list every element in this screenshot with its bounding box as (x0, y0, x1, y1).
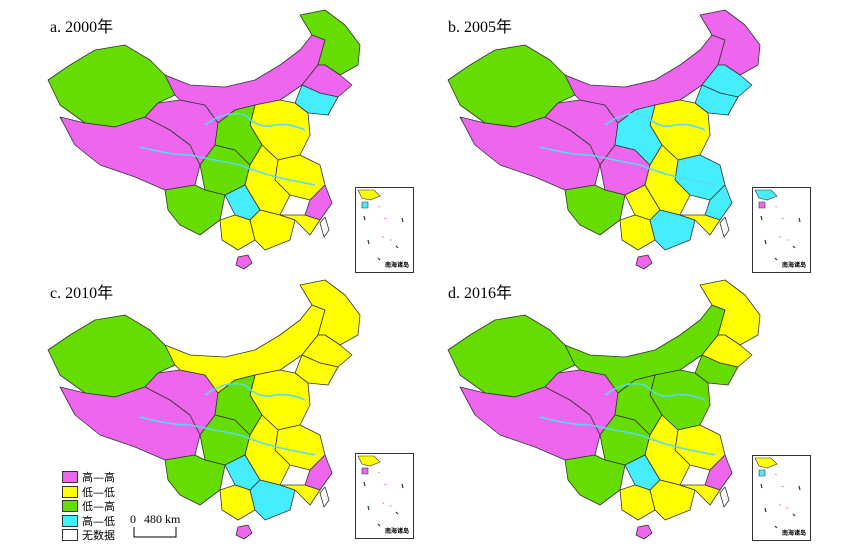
panel-title: b. 2005年 (448, 19, 513, 36)
map-panel-2000: a. 2000年 (40, 5, 440, 275)
legend-item-no-data: 无数据 (62, 528, 115, 543)
region-fujian (279, 484, 321, 506)
region-hainan (635, 254, 653, 270)
legend-swatch (62, 485, 78, 498)
inset-label: 南海诸岛 (384, 262, 409, 269)
legend-swatch (62, 471, 78, 484)
panel-title: d. 2016年 (448, 285, 513, 302)
legend-item-low-high: 低—高 (62, 499, 115, 514)
region-yunnan (164, 454, 226, 506)
legend-label: 低—低 (82, 485, 115, 499)
region-taiwan (319, 216, 330, 238)
legend-swatch (62, 529, 78, 542)
map-panel-2010: c. 2010年 (40, 275, 440, 545)
inset-label: 南海诸岛 (781, 530, 806, 537)
legend-label: 高—高 (82, 471, 115, 485)
legend-label: 无数据 (82, 529, 115, 543)
map-panel-2005: b. 2005年 (440, 5, 840, 275)
map-legend: 高—高 低—低 低—高 高—低 无数据 (62, 470, 115, 543)
legend-item-low-low: 低—低 (62, 485, 115, 500)
region-zhejiang (304, 454, 333, 491)
region-hainan (235, 524, 253, 540)
china-map-2000 (47, 9, 361, 270)
scale-bar: 0 480 km (130, 512, 210, 543)
region-fujian (279, 214, 321, 236)
region-zhejiang (304, 184, 333, 221)
region-yunnan (164, 184, 226, 236)
legend-swatch (62, 514, 78, 527)
region-yunnan (564, 454, 626, 506)
region-guangdong (249, 209, 296, 251)
region-taiwan (319, 486, 330, 508)
region-taiwan (719, 486, 730, 508)
legend-item-high-low: 高—低 (62, 514, 115, 529)
region-zhejiang (704, 184, 733, 221)
region-fujian (679, 484, 721, 506)
panel-title: c. 2010年 (50, 285, 114, 302)
legend-label: 高—低 (82, 514, 115, 528)
region-guangdong (249, 479, 296, 521)
south-china-sea-inset: 南海诸岛 (355, 453, 414, 539)
china-map-2010 (47, 279, 361, 540)
map-panel-2016: d. 2016年 (440, 275, 840, 545)
south-china-sea-inset: 南海诸岛 (355, 187, 414, 273)
south-china-sea-inset: 南海诸岛 (752, 455, 811, 541)
region-taiwan (719, 216, 730, 238)
region-yunnan (564, 184, 626, 236)
legend-swatch (62, 500, 78, 513)
china-map-2005 (447, 9, 761, 270)
legend-item-high-high: 高—高 (62, 470, 115, 485)
inset-label: 南海诸岛 (781, 262, 806, 269)
region-guangdong (649, 479, 696, 521)
region-guangdong (649, 209, 696, 251)
scale-distance: 480 km (144, 512, 181, 526)
legend-label: 低—高 (82, 500, 115, 514)
panel-title: a. 2000年 (50, 19, 114, 36)
region-hainan (635, 524, 653, 540)
scale-zero: 0 (130, 512, 136, 526)
south-china-sea-inset: 南海诸岛 (752, 187, 811, 273)
region-hainan (235, 254, 253, 270)
region-fujian (679, 214, 721, 236)
region-zhejiang (704, 454, 733, 491)
china-map-2016 (447, 279, 761, 540)
inset-label: 南海诸岛 (384, 528, 409, 535)
